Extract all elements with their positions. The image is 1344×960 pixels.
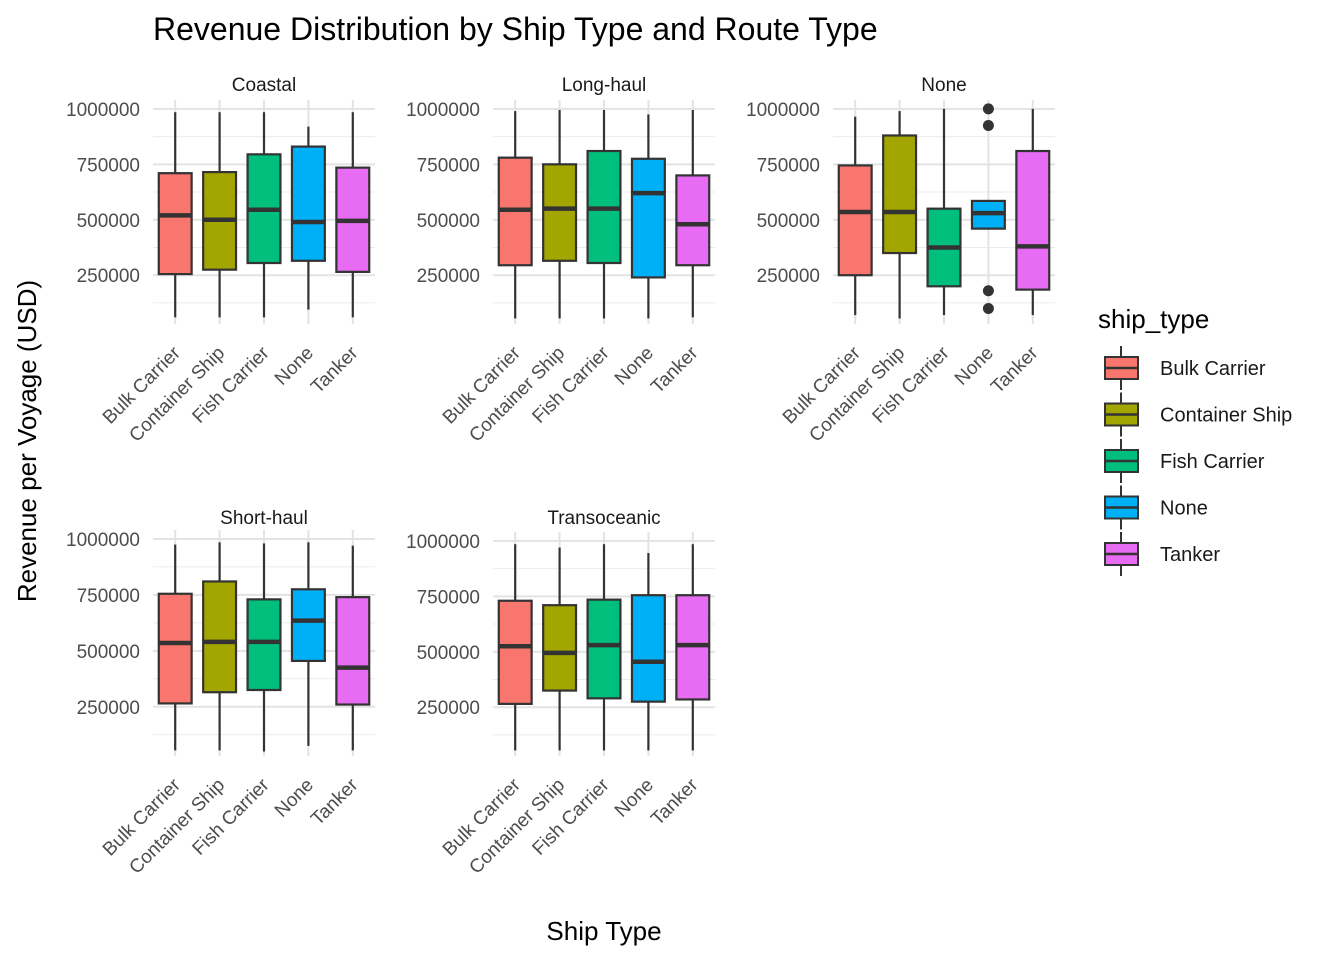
y-tick-label: 750000: [77, 155, 140, 176]
box-body: [675, 174, 711, 267]
y-tick-label: 500000: [417, 211, 480, 232]
legend: ship_type Bulk Carrier Container Ship Fish…: [1098, 304, 1292, 576]
box-body: [586, 598, 622, 700]
box-body: [837, 164, 873, 277]
box-none: [630, 114, 666, 319]
y-tick-label: 250000: [417, 698, 480, 719]
x-tick-label: Tanker: [987, 342, 1043, 398]
box-tanker: [675, 109, 711, 318]
x-axis-title: Ship Type: [546, 916, 661, 946]
box-none: [290, 542, 326, 746]
panel-short-haul: 2500005000007500001000000Short-haulBulk …: [66, 508, 375, 878]
box-body: [157, 592, 193, 705]
x-tick-label: Tanker: [307, 342, 363, 398]
y-tick-label: 250000: [77, 266, 140, 287]
box-body: [246, 598, 282, 692]
legend-label: Fish Carrier: [1160, 451, 1265, 473]
y-tick-label: 250000: [757, 266, 820, 287]
y-tick-label: 1000000: [66, 530, 140, 551]
y-tick-label: 500000: [417, 643, 480, 664]
legend-title: ship_type: [1098, 304, 1209, 334]
legend-item-fish-carrier: Fish Carrier: [1104, 439, 1265, 483]
y-tick-label: 1000000: [406, 100, 480, 121]
box-body: [542, 163, 578, 262]
legend-item-container-ship: Container Ship: [1104, 392, 1292, 437]
box-bulk-carrier: [157, 544, 193, 751]
y-tick-label: 500000: [77, 211, 140, 232]
y-tick-label: 750000: [417, 155, 480, 176]
box-tanker: [675, 544, 711, 751]
y-tick-label: 250000: [417, 266, 480, 287]
strip-label: Coastal: [232, 75, 296, 96]
box-bulk-carrier: [497, 544, 533, 751]
x-tick-label: Tanker: [307, 774, 363, 830]
y-axis-title: Revenue per Voyage (USD): [12, 280, 42, 602]
box-container-ship: [542, 109, 578, 319]
box-none: [290, 126, 326, 310]
strip-label: None: [921, 75, 966, 96]
strip-label: Long-haul: [562, 75, 647, 96]
box-body: [290, 588, 326, 663]
legend-label: Container Ship: [1160, 405, 1292, 427]
box-fish-carrier: [246, 543, 282, 752]
box-container-ship: [882, 111, 918, 319]
y-tick-label: 500000: [77, 642, 140, 663]
box-container-ship: [202, 542, 238, 751]
y-tick-label: 1000000: [746, 100, 820, 121]
outlier-point: [982, 302, 994, 314]
outlier-point: [982, 285, 994, 297]
legend-item-bulk-carrier: Bulk Carrier: [1104, 346, 1266, 390]
outlier-point: [982, 120, 994, 132]
box-body: [630, 594, 666, 703]
strip-label: Short-haul: [220, 508, 308, 529]
panel-transoceanic: 2500005000007500001000000TransoceanicBul…: [406, 508, 715, 878]
legend-label: Bulk Carrier: [1160, 358, 1266, 380]
x-tick-label: Tanker: [647, 342, 703, 398]
legend-item-none: None: [1104, 485, 1208, 530]
box-container-ship: [202, 112, 238, 318]
box-bulk-carrier: [497, 111, 533, 319]
box-fish-carrier: [586, 109, 622, 319]
chart-title: Revenue Distribution by Ship Type and Ro…: [153, 11, 878, 47]
y-tick-label: 1000000: [66, 100, 140, 121]
y-tick-label: 750000: [417, 587, 480, 608]
y-tick-label: 1000000: [406, 532, 480, 553]
y-tick-label: 750000: [77, 586, 140, 607]
box-body: [1015, 149, 1051, 291]
y-tick-label: 750000: [757, 155, 820, 176]
box-tanker: [335, 545, 371, 751]
box-body: [290, 145, 326, 262]
x-tick-label: Tanker: [647, 774, 703, 830]
box-fish-carrier: [926, 108, 962, 316]
box-container-ship: [542, 547, 578, 751]
box-body: [630, 157, 666, 279]
box-body: [157, 172, 193, 276]
box-bulk-carrier: [157, 112, 193, 318]
box-body: [497, 599, 533, 705]
outlier-point: [982, 103, 994, 115]
box-body: [202, 580, 238, 694]
y-tick-label: 250000: [77, 698, 140, 719]
box-body: [542, 604, 578, 692]
box-fish-carrier: [586, 544, 622, 751]
box-fish-carrier: [246, 112, 282, 318]
strip-label: Transoceanic: [547, 508, 660, 529]
legend-label: None: [1160, 498, 1208, 520]
y-tick-label: 500000: [757, 211, 820, 232]
box-tanker: [1015, 108, 1051, 316]
box-none: [970, 103, 1006, 314]
legend-label: Tanker: [1160, 544, 1220, 566]
box-bulk-carrier: [837, 116, 873, 316]
box-body: [882, 134, 918, 255]
box-body: [335, 596, 371, 706]
box-none: [630, 553, 666, 751]
box-tanker: [335, 112, 371, 318]
legend-item-tanker: Tanker: [1104, 532, 1220, 576]
